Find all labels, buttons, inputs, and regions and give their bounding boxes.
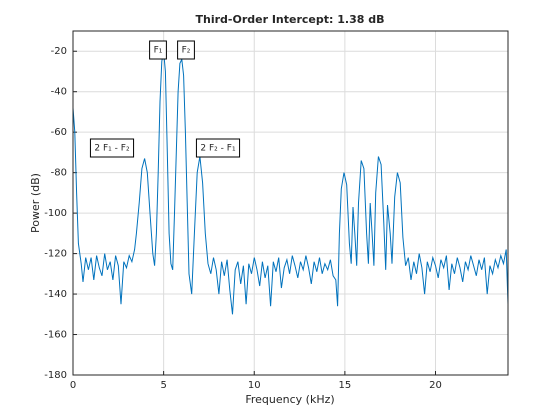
x-tick-label: 10: [248, 380, 261, 391]
x-tick-label: 5: [160, 380, 166, 391]
annotation: F₂: [182, 46, 191, 56]
annotation: 2 F₂ - F₁: [200, 144, 236, 154]
annotation: F₁: [154, 46, 163, 56]
annotation-box: [89, 138, 135, 158]
y-tick-label: -120: [44, 249, 67, 260]
y-axis-label: Power (dB): [29, 173, 42, 233]
y-tick-label: -140: [44, 289, 67, 300]
y-tick-label: -80: [51, 168, 67, 179]
x-tick-label: 0: [70, 380, 76, 391]
y-tick-label: -40: [51, 87, 67, 98]
chart-title: Third-Order Intercept: 1.38 dB: [196, 13, 385, 26]
annotation-box: [195, 138, 241, 158]
x-axis-label: Frequency (kHz): [245, 393, 334, 406]
y-tick-label: -160: [44, 330, 67, 341]
spectrum-line: [72, 51, 509, 335]
y-tick-label: -100: [44, 208, 67, 219]
axes-box: [72, 30, 509, 376]
annotation: 2 F₁ - F₂: [94, 144, 130, 154]
y-tick-label: -60: [51, 127, 67, 138]
annotation-box: [149, 40, 167, 60]
y-tick-label: -20: [51, 46, 67, 57]
annotation-box: [177, 40, 195, 60]
y-tick-label: -180: [44, 370, 67, 381]
x-tick-label: 20: [429, 380, 442, 391]
x-tick-label: 15: [339, 380, 352, 391]
